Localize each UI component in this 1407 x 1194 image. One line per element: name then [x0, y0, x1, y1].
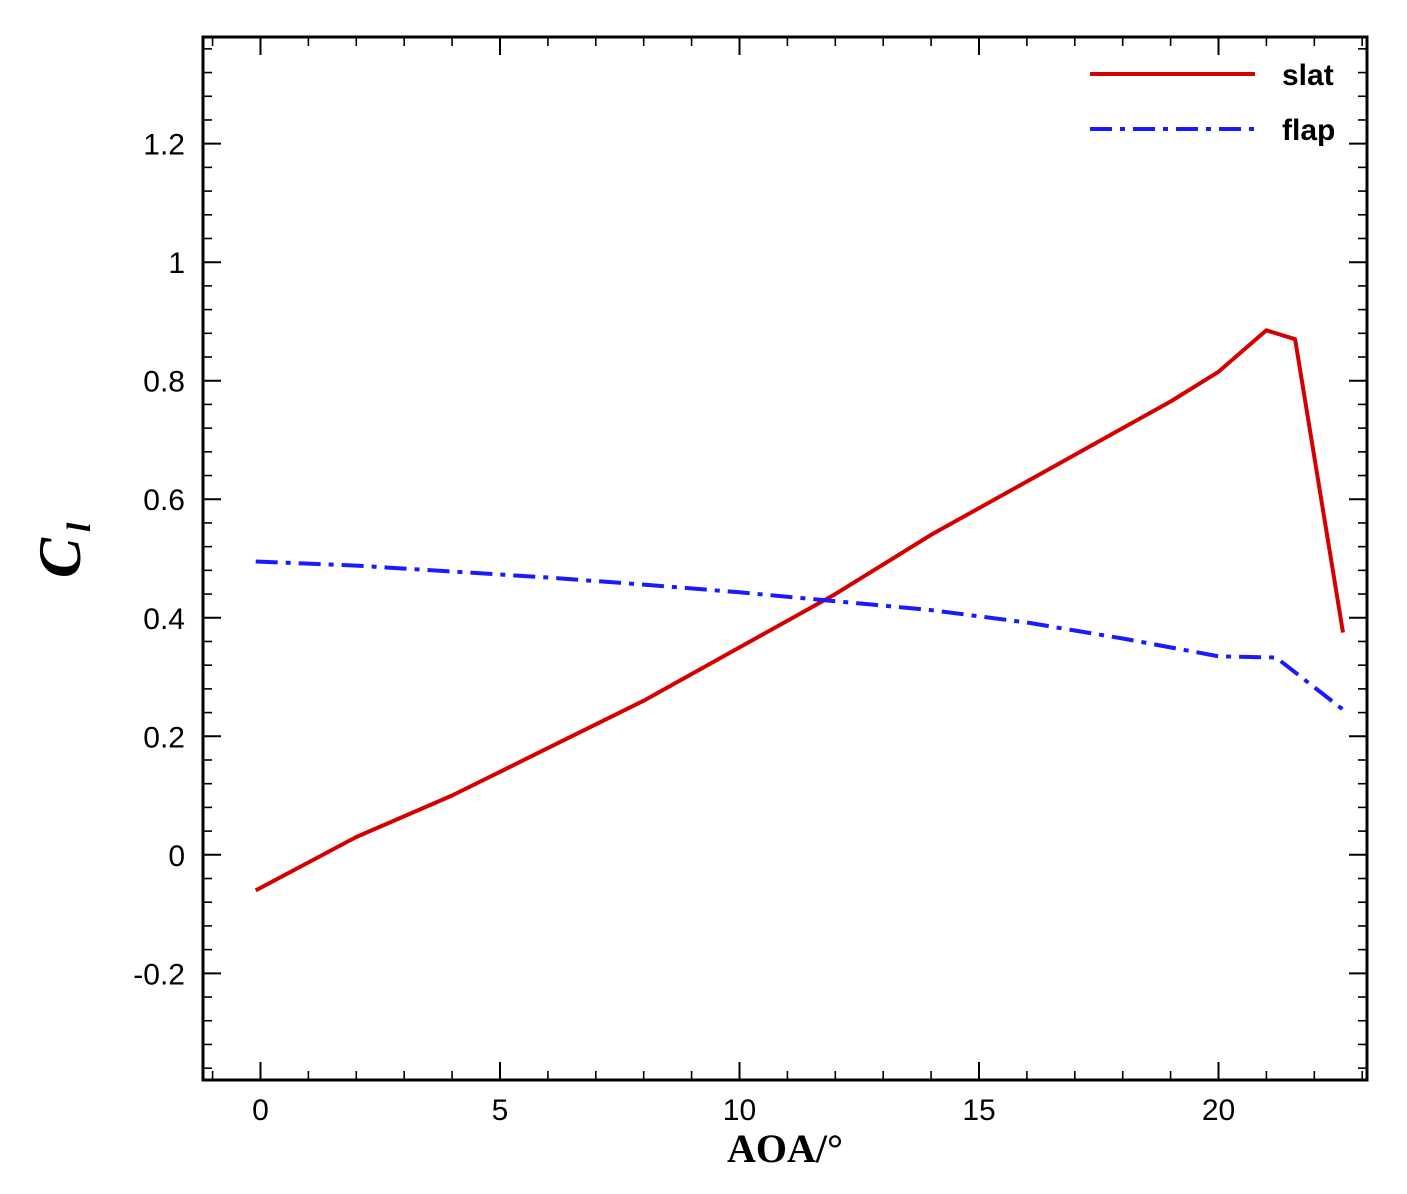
y-tick-label: -0.2	[133, 958, 185, 991]
y-axis-label: C	[27, 537, 93, 578]
y-tick-label: 0.6	[143, 484, 185, 517]
x-tick-label: 0	[252, 1094, 269, 1127]
legend-label-slat: slat	[1282, 59, 1334, 92]
y-tick-labels: -0.2 0 0.2 0.4 0.6 0.8 1 1.2	[133, 129, 185, 992]
y-tick-label: 1.2	[143, 129, 185, 162]
y-axis-label-group: C l	[27, 522, 98, 578]
x-tick-label: 5	[492, 1094, 509, 1127]
x-axis-label: AOA/°	[727, 1126, 843, 1171]
major-ticks	[203, 37, 1367, 1080]
x-tick-label: 10	[723, 1094, 756, 1127]
y-tick-label: 0.8	[143, 366, 185, 399]
x-tick-labels: 0 5 10 15 20	[252, 1094, 1235, 1127]
y-tick-label: 1	[168, 247, 185, 280]
legend: slat flap	[1090, 59, 1335, 147]
y-tick-label: 0.4	[143, 603, 185, 636]
series-line-slat	[254, 328, 1345, 893]
y-axis-label-subscript: l	[61, 522, 98, 532]
series-layer	[254, 328, 1345, 893]
x-tick-label: 15	[962, 1094, 995, 1127]
legend-label-flap: flap	[1282, 114, 1335, 147]
plot-frame	[201, 35, 1369, 1082]
x-tick-label: 20	[1202, 1094, 1235, 1127]
plot-background	[203, 37, 1367, 1080]
y-tick-label: 0	[168, 840, 185, 873]
y-tick-label: 0.2	[143, 721, 185, 754]
